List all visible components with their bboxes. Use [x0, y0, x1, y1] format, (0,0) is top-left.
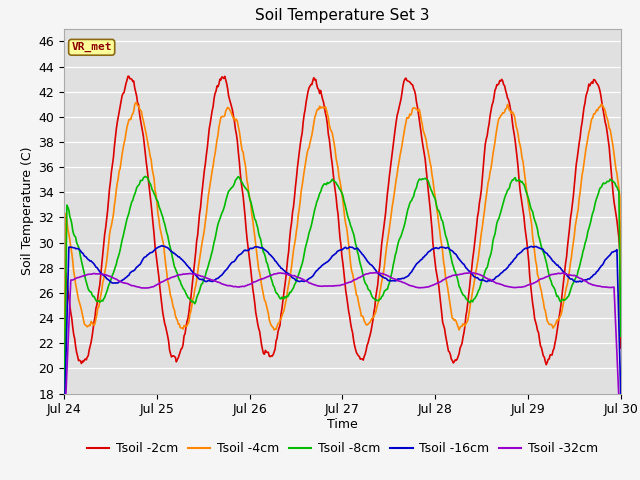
Title: Soil Temperature Set 3: Soil Temperature Set 3: [255, 9, 429, 24]
Text: VR_met: VR_met: [72, 42, 112, 52]
Y-axis label: Soil Temperature (C): Soil Temperature (C): [21, 147, 34, 276]
Legend: Tsoil -2cm, Tsoil -4cm, Tsoil -8cm, Tsoil -16cm, Tsoil -32cm: Tsoil -2cm, Tsoil -4cm, Tsoil -8cm, Tsoi…: [82, 437, 603, 460]
X-axis label: Time: Time: [327, 418, 358, 431]
